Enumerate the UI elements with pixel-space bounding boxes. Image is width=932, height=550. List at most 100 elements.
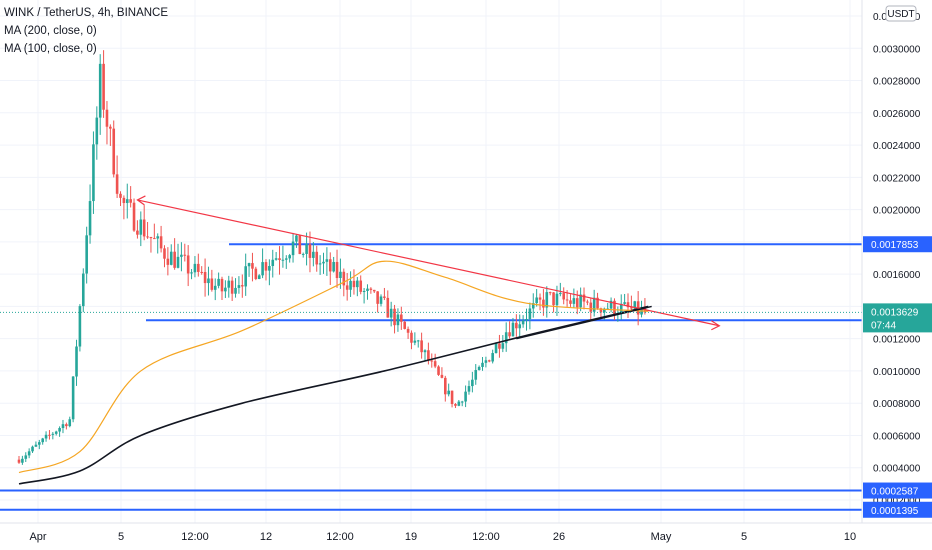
candle-body bbox=[613, 300, 616, 315]
candle-body bbox=[630, 307, 633, 309]
chart-grid bbox=[0, 0, 862, 523]
candle-body bbox=[447, 390, 450, 395]
time-tick-label: 19 bbox=[405, 531, 417, 543]
candle-body bbox=[207, 278, 210, 284]
candle-body bbox=[464, 391, 467, 402]
candle-body bbox=[24, 455, 28, 459]
candle-body bbox=[122, 197, 126, 204]
candle-body bbox=[139, 219, 143, 235]
ma200-legend: MA (200, close, 0) bbox=[4, 25, 97, 37]
candle-body bbox=[264, 262, 268, 271]
last-price-tag bbox=[863, 303, 932, 333]
candle-body bbox=[125, 199, 129, 204]
candle-body bbox=[234, 287, 237, 294]
price-tick-label: 0.0030000 bbox=[873, 44, 921, 55]
candle-body bbox=[241, 285, 244, 287]
trendline-arrow-left bbox=[136, 195, 146, 206]
candle-body bbox=[34, 444, 38, 447]
trendlines[interactable] bbox=[136, 195, 721, 340]
price-tick-label: 0.0006000 bbox=[873, 431, 921, 442]
time-tick-label: 12:00 bbox=[326, 531, 354, 543]
candle-body bbox=[132, 202, 136, 231]
candle-body bbox=[68, 419, 72, 427]
candle-body bbox=[58, 428, 61, 432]
candle-body bbox=[332, 261, 335, 272]
candle-body bbox=[200, 271, 203, 273]
candle-body bbox=[599, 308, 603, 313]
candle-body bbox=[345, 285, 349, 290]
currency-badge[interactable]: USDT bbox=[885, 5, 917, 22]
horizontal-levels[interactable] bbox=[0, 243, 862, 511]
candle-body bbox=[159, 236, 163, 249]
candle-body bbox=[389, 308, 393, 318]
candle-body bbox=[525, 318, 528, 321]
candle-body bbox=[359, 280, 363, 292]
candle-body bbox=[298, 235, 302, 255]
symbol-title: WINK / TetherUS, 4h, BINANCE bbox=[4, 7, 169, 19]
candle-body bbox=[119, 193, 122, 198]
candle-body bbox=[328, 259, 332, 272]
candle-body bbox=[393, 308, 396, 326]
candle-body bbox=[271, 259, 275, 267]
candle-body bbox=[88, 201, 92, 236]
candle-body bbox=[369, 288, 373, 290]
price-tick-label: 0.0016000 bbox=[873, 270, 921, 281]
candle-body bbox=[166, 258, 170, 265]
candle-body bbox=[224, 287, 227, 292]
candle-body bbox=[220, 278, 224, 292]
candle-body bbox=[312, 251, 315, 258]
candle-body bbox=[261, 262, 264, 276]
candle-body bbox=[254, 268, 258, 280]
candle-body bbox=[477, 366, 481, 371]
price-tick-label: 0.0010000 bbox=[873, 367, 921, 378]
candle-body bbox=[528, 308, 532, 319]
candle-body bbox=[383, 296, 386, 298]
ma200-line bbox=[18, 305, 649, 485]
candle-body bbox=[372, 289, 376, 292]
candle-body bbox=[579, 294, 582, 308]
candle-body bbox=[295, 235, 298, 242]
candle-body bbox=[288, 255, 291, 259]
candle-body bbox=[562, 293, 566, 300]
level-tag-label: 0.0002587 bbox=[871, 487, 919, 498]
candle-body bbox=[487, 360, 491, 362]
candle-body bbox=[444, 377, 447, 395]
candle-body bbox=[535, 297, 538, 304]
candle-body bbox=[217, 278, 220, 286]
candle-body bbox=[552, 292, 555, 306]
price-tick-label: 0.0028000 bbox=[873, 77, 921, 88]
candle-body bbox=[109, 126, 112, 129]
candle-body bbox=[284, 258, 288, 260]
candle-body bbox=[416, 340, 420, 342]
candle-body bbox=[339, 271, 342, 279]
candle-body bbox=[440, 374, 444, 378]
candle-body bbox=[38, 442, 41, 445]
candle-body bbox=[403, 321, 406, 329]
candle-body bbox=[504, 332, 508, 344]
candle-body bbox=[213, 285, 217, 290]
candle-body bbox=[31, 446, 34, 452]
candle-body bbox=[65, 424, 68, 427]
time-tick-label: Apr bbox=[29, 531, 46, 543]
candle-body bbox=[197, 263, 200, 272]
candle-body bbox=[633, 301, 637, 309]
candle-body bbox=[61, 424, 65, 429]
candle-body bbox=[301, 253, 305, 255]
candle-body bbox=[227, 280, 231, 288]
candle-body bbox=[413, 340, 417, 343]
candle-body bbox=[44, 434, 48, 439]
time-axis[interactable]: Apr 5 12:00 12 12:00 19 12:00 26 May 5 10 bbox=[29, 531, 856, 543]
price-axis[interactable]: 0.00320000.00300000.00280000.00260000.00… bbox=[873, 12, 921, 507]
price-tick-label: 0.0002000 bbox=[873, 496, 921, 507]
price-tick-label: 0.0026000 bbox=[873, 109, 921, 120]
candle-body bbox=[180, 254, 183, 257]
candle-body bbox=[538, 297, 542, 300]
candle-body bbox=[430, 360, 434, 362]
ma100-legend: MA (100, close, 0) bbox=[4, 43, 97, 55]
candle-body bbox=[362, 290, 366, 292]
candle-body bbox=[176, 256, 180, 268]
candle-body bbox=[95, 117, 99, 145]
candle-body bbox=[183, 254, 187, 256]
candle-body bbox=[406, 328, 410, 333]
